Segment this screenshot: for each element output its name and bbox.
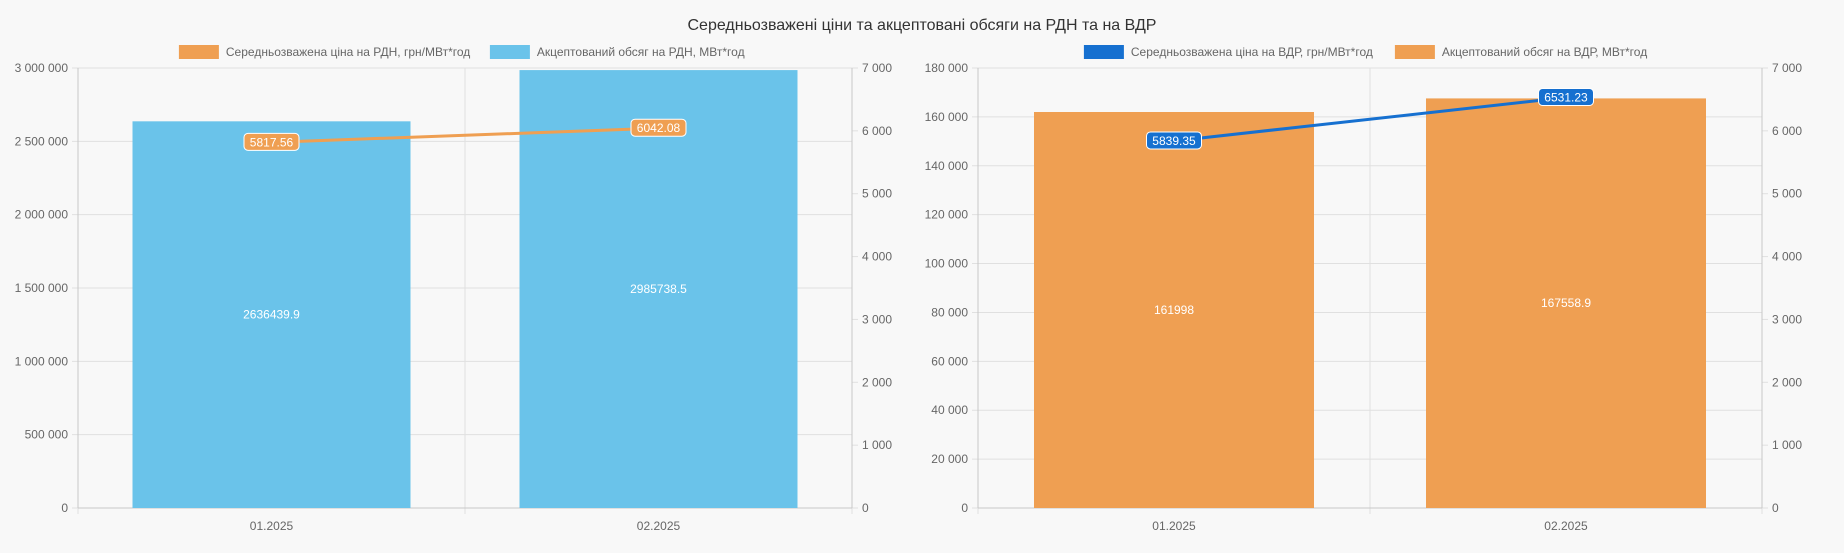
line-data-label: 5817.56 xyxy=(250,135,294,149)
chart-title: Середньозважені ціни та акцептовані обся… xyxy=(688,17,1157,34)
y-right-tick-label: 4 000 xyxy=(1772,250,1802,264)
line-data-label: 6042.08 xyxy=(637,121,681,135)
legend-swatch xyxy=(1394,45,1435,59)
y-left-tick-label: 120 000 xyxy=(925,208,969,222)
legend-label: Акцептований обсяг на РДН, МВт*год xyxy=(537,45,745,59)
legend-label: Середньозважена ціна на РДН, грн/МВт*год xyxy=(226,45,470,59)
y-right-tick-label: 7 000 xyxy=(1772,61,1802,75)
y-right-tick-label: 6 000 xyxy=(862,124,892,138)
y-left-tick-label: 2 500 000 xyxy=(15,134,69,148)
y-right-tick-label: 0 xyxy=(1772,501,1779,515)
y-left-tick-label: 60 000 xyxy=(931,354,968,368)
y-right-tick-label: 7 000 xyxy=(862,61,892,75)
line-point-badge xyxy=(243,132,300,151)
line-point-badge xyxy=(630,118,687,137)
y-right-tick-label: 2 000 xyxy=(1772,375,1802,389)
legend-label: Середньозважена ціна на ВДР, грн/МВт*год xyxy=(1131,45,1373,59)
bar xyxy=(1426,98,1706,509)
y-right-tick-label: 6 000 xyxy=(1772,124,1802,138)
y-right-tick-label: 3 000 xyxy=(862,312,892,326)
y-left-tick-label: 140 000 xyxy=(925,159,969,173)
legend-swatch xyxy=(1083,45,1124,59)
line-data-label: 6531.23 xyxy=(1544,90,1588,104)
y-right-tick-label: 4 000 xyxy=(862,250,892,264)
bar xyxy=(1034,112,1314,509)
y-right-tick-label: 1 000 xyxy=(862,438,892,452)
y-left-tick-label: 0 xyxy=(61,501,68,515)
bar-data-label: 161998 xyxy=(1154,303,1194,317)
bar-data-label: 2636439.9 xyxy=(243,308,300,322)
y-left-tick-label: 0 xyxy=(961,501,968,515)
x-tick-label: 01.2025 xyxy=(1152,519,1196,533)
x-tick-label: 02.2025 xyxy=(1544,519,1588,533)
y-left-tick-label: 1 000 000 xyxy=(15,354,69,368)
line-data-label: 5839.35 xyxy=(1152,134,1196,148)
x-tick-label: 01.2025 xyxy=(250,519,294,533)
y-left-tick-label: 3 000 000 xyxy=(15,61,69,75)
y-right-tick-label: 5 000 xyxy=(1772,187,1802,201)
y-right-tick-label: 2 000 xyxy=(862,375,892,389)
y-right-tick-label: 0 xyxy=(862,501,869,515)
y-right-tick-label: 3 000 xyxy=(1772,312,1802,326)
bar xyxy=(519,70,798,509)
y-left-tick-label: 500 000 xyxy=(25,428,69,442)
chart-2: 0 20 000 40 000 60 000 80 000 100 000 120 000 1… xyxy=(925,45,1802,533)
y-right-tick-label: 5 000 xyxy=(862,187,892,201)
bar-data-label: 2985738.5 xyxy=(630,282,687,296)
y-left-tick-label: 1 500 000 xyxy=(15,281,69,295)
y-left-tick-label: 40 000 xyxy=(931,403,968,417)
y-left-tick-label: 180 000 xyxy=(925,61,969,75)
legend-label: Акцептований обсяг на ВДР, МВт*год xyxy=(1442,45,1647,59)
y-left-tick-label: 160 000 xyxy=(925,110,969,124)
line-series xyxy=(1173,95,1567,143)
bar xyxy=(132,121,411,509)
line-point-badge xyxy=(1146,131,1202,150)
y-right-tick-label: 1 000 xyxy=(1772,438,1802,452)
y-left-tick-label: 2 000 000 xyxy=(15,208,69,222)
bar-data-label: 167558.9 xyxy=(1541,296,1591,310)
legend-swatch xyxy=(178,45,219,59)
chart-1: 0 500 000 1 000 000 1 500 000 2 000 000 2 500… xyxy=(15,45,892,533)
line-series xyxy=(271,126,659,144)
y-left-tick-label: 100 000 xyxy=(925,257,969,271)
y-left-tick-label: 80 000 xyxy=(931,305,968,319)
y-left-tick-label: 20 000 xyxy=(931,452,968,466)
line-point-badge xyxy=(1538,87,1594,106)
x-tick-label: 02.2025 xyxy=(637,519,681,533)
legend-swatch xyxy=(489,45,530,59)
